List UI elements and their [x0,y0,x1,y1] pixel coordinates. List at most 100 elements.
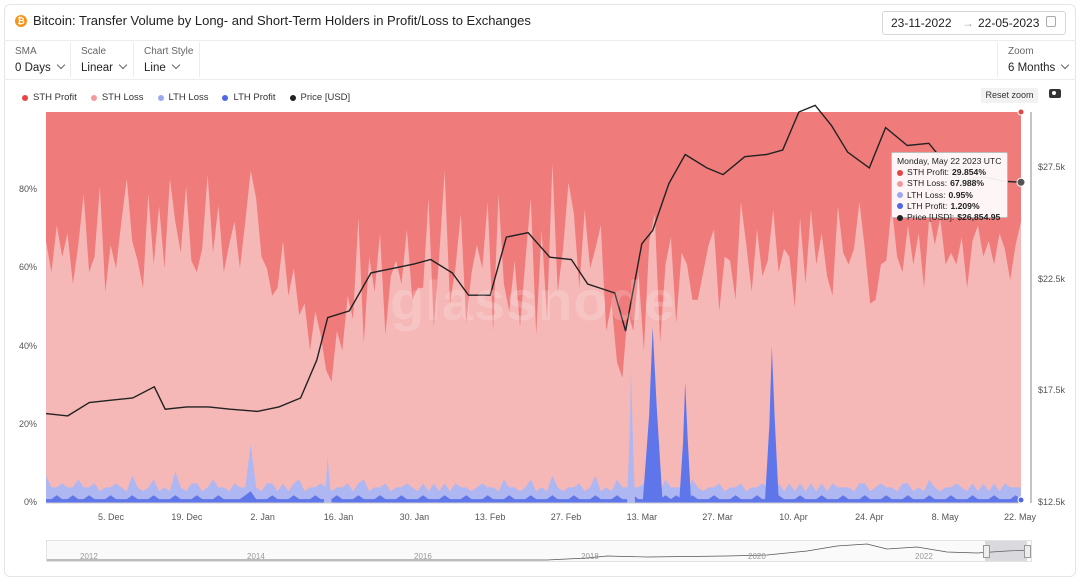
sma-select[interactable]: SMA 0 Days [15,46,66,74]
navigator[interactable] [46,540,1032,562]
legend-label: LTH Profit [233,92,276,103]
y2-tick-label: $12.5k [1038,497,1066,507]
page-title: Bitcoin: Transfer Volume by Long- and Sh… [33,13,531,28]
lth-profit-spike [642,327,663,503]
x-tick-label: 16. Jan [323,512,354,522]
date-to[interactable]: 22-05-2023 [978,16,1040,30]
divider [133,42,134,77]
navigator-year-label: 2016 [414,552,432,561]
scale-value[interactable]: Linear [81,62,113,74]
zoom-value[interactable]: 6 Months [1008,62,1056,74]
chart-style-select[interactable]: Chart Style Line [144,46,193,74]
title-bar: ₿ Bitcoin: Transfer Volume by Long- and … [15,13,531,28]
reset-zoom-button[interactable]: Reset zoom [981,88,1038,103]
scale-label: Scale [81,46,107,57]
navigator-year-label: 2020 [748,552,766,561]
tooltip-series-name: Price [USD]: [907,212,955,223]
tooltip-row: LTH Profit: 1.209% [897,201,1002,212]
camera-icon[interactable] [1049,89,1061,98]
chart-style-label: Chart Style [144,46,194,57]
tooltip-series-name: STH Profit: [907,167,950,178]
x-tick-label: 10. Apr [779,512,808,522]
chart-tooltip: Monday, May 22 2023 UTC STH Profit: 29.85… [891,152,1008,222]
legend-item[interactable]: Price [USD] [289,92,351,103]
series-sth-loss-area [46,162,1021,504]
tooltip-series-value: 0.95% [948,189,973,200]
x-tick-label: 30. Jan [399,512,430,522]
tooltip-row: Price [USD]: $26,854.95 [897,212,1002,223]
navigator-handle-right[interactable] [1024,545,1031,558]
navigator-year-label: 2014 [247,552,265,561]
scale-select[interactable]: Scale Linear [81,46,128,74]
legend-item[interactable]: LTH Loss [157,92,209,103]
tooltip-series-name: LTH Profit: [907,200,948,211]
y2-tick-label: $17.5k [1038,385,1066,396]
legend-dot-icon [289,94,296,101]
tooltip-dot-icon [897,192,903,199]
date-range-picker[interactable]: 23-11-2022 → 22-05-2023 [882,11,1066,35]
y-tick-label: 80% [18,184,37,195]
series-price-line [45,104,1022,417]
divider [4,79,1076,80]
lth-profit-spike [764,346,779,503]
y2-tick-label: $22.5k [1038,273,1066,284]
x-tick-label: 22. May [1003,512,1037,522]
legend-dot-icon [22,94,28,101]
legend-dot-icon [90,94,97,101]
y-tick-label: 60% [18,262,37,273]
lth-loss-spike [323,456,332,503]
chart-panel [4,4,1076,577]
legend-label: STH Profit [33,92,77,103]
y-tick-label: 20% [18,418,37,429]
x-tick-label: 24. Apr [855,512,884,522]
x-tick-label: 2. Jan [250,512,275,522]
marker-sth-profit [1017,108,1025,116]
tooltip-series-value: 1.209% [950,200,980,211]
legend-dot-icon [157,94,164,101]
divider [70,42,71,77]
x-tick-label: 13. Mar [626,512,658,522]
chart-style-value[interactable]: Line [144,62,166,74]
calendar-icon[interactable] [1046,16,1056,27]
tooltip-row: STH Profit: 29.854% [897,167,1002,178]
lth-profit-spike [679,381,692,503]
tooltip-dot-icon [897,203,903,210]
legend-label: STH Loss [101,92,144,103]
tooltip-series-name: LTH Loss: [907,189,946,200]
lth-loss-spike [627,370,635,503]
legend-item[interactable]: LTH Profit [222,92,276,103]
marker-price [1016,177,1026,187]
sma-label: SMA [15,46,37,57]
navigator-handle-left[interactable] [983,545,990,558]
tooltip-series-value: 67.988% [950,178,985,189]
x-tick-label: 13. Feb [474,512,506,522]
tooltip-dot-icon [897,169,903,176]
legend-dot-icon [222,94,229,101]
legend-item[interactable]: STH Profit [22,92,77,103]
legend-label: Price [USD] [300,92,351,103]
navigator-year-label: 2012 [80,552,98,561]
tooltip-series-name: STH Loss: [907,178,948,189]
tooltip-series-value: 29.854% [952,167,986,178]
divider [4,40,1076,41]
zoom-label: Zoom [1008,46,1034,57]
tooltip-date: Monday, May 22 2023 UTC [897,156,1002,166]
x-tick-label: 27. Feb [550,512,582,522]
y2-tick-label: $27.5k [1038,161,1066,172]
navigator-sparkline [47,541,1031,561]
zoom-select[interactable]: Zoom 6 Months [1008,46,1070,74]
legend-item[interactable]: STH Loss [90,92,144,103]
x-tick-label: 27. Mar [702,512,733,522]
tooltip-dot-icon [897,214,903,221]
y-tick-label: 40% [18,340,37,351]
tooltip-row: LTH Loss: 0.95% [897,190,1002,201]
divider [199,42,200,77]
tooltip-row: STH Loss: 67.988% [897,178,1002,189]
date-from[interactable]: 23-11-2022 [891,16,952,30]
legend-label: LTH Loss [168,92,209,103]
sma-value[interactable]: 0 Days [15,62,51,74]
x-tick-label: 8. May [931,512,959,522]
x-tick-label: 5. Dec [97,512,125,522]
x-tick-label: 19. Dec [171,512,203,522]
